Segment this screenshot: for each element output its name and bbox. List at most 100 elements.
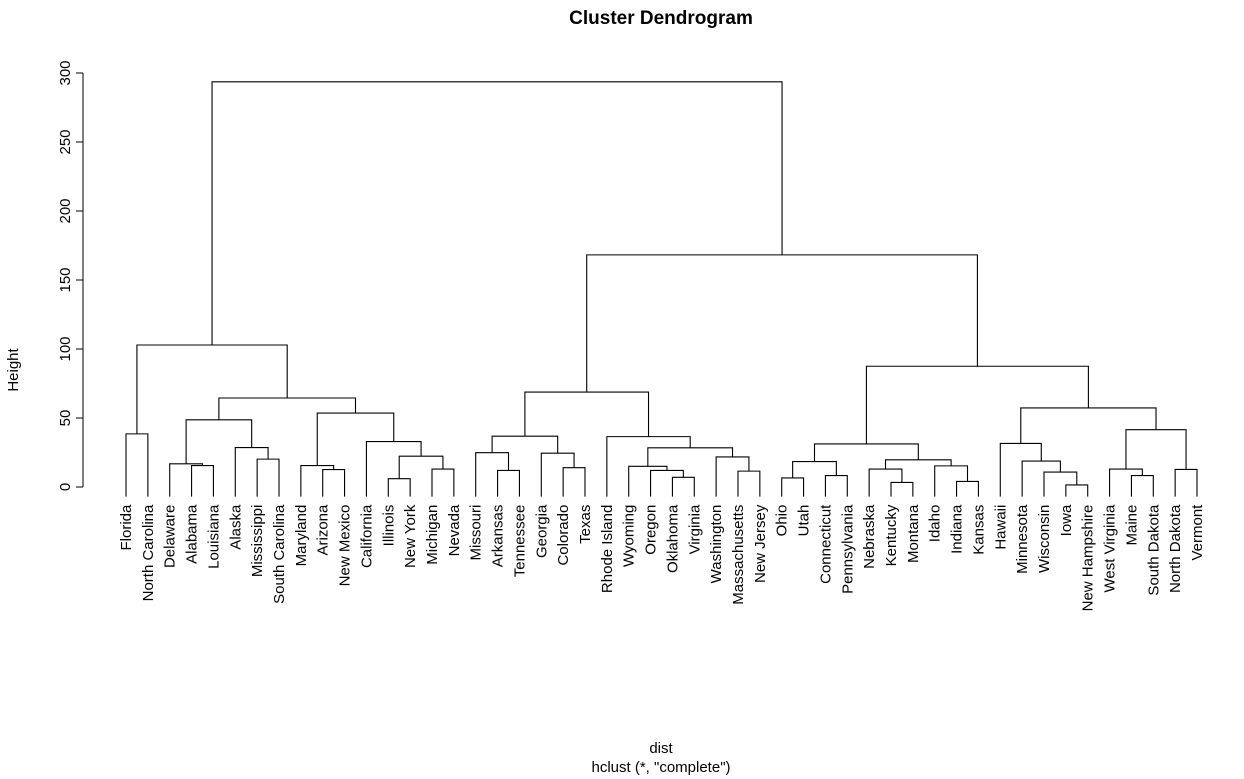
merge-link-21 [650, 469, 684, 497]
y-tick-label-300: 300 [57, 60, 74, 85]
merge-link-9 [431, 468, 455, 497]
leaf-label: Michigan [424, 505, 441, 565]
merge-link-45 [1020, 407, 1157, 444]
leaf-label: Idaho [927, 505, 944, 543]
merge-link-12 [316, 412, 395, 466]
merge-link-24 [715, 456, 750, 497]
y-tick-label-100: 100 [57, 336, 74, 361]
leaf-label: Montana [905, 504, 922, 563]
merge-link-4 [234, 446, 269, 497]
leaf-label: New Hampshire [1080, 505, 1097, 612]
leaf-label: Nevada [446, 504, 463, 556]
merge-link-5 [185, 419, 253, 464]
merge-link-18 [540, 452, 575, 497]
merge-link-33 [956, 480, 979, 497]
merge-link-16 [475, 452, 510, 497]
merge-link-28 [781, 477, 805, 497]
leaf-label: California [358, 504, 375, 568]
leaf-label: Georgia [533, 504, 550, 558]
y-tick-label-150: 150 [57, 267, 74, 292]
merge-link-2 [169, 463, 204, 497]
merge-link-15 [497, 469, 520, 497]
merge-link-40 [999, 442, 1042, 497]
leaf-label: New Jersey [752, 504, 769, 583]
merge-link-31 [890, 481, 914, 497]
leaf-label: Minnesota [1014, 504, 1031, 574]
merge-link-13 [218, 397, 357, 420]
merge-link-10 [398, 455, 444, 479]
leaf-label: Oregon [643, 505, 660, 555]
merge-link-17 [562, 467, 586, 497]
leaf-label: Massachusetts [730, 505, 747, 605]
y-tick-label-50: 50 [57, 410, 74, 427]
leaf-label: South Carolina [271, 504, 288, 604]
merge-link-27 [524, 391, 650, 437]
leaf-label: Colorado [555, 505, 572, 566]
merge-link-8 [387, 478, 411, 497]
y-axis: 0 50 100 150 200 250 300 [57, 60, 84, 491]
merge-link-48 [211, 81, 783, 345]
leaf-label: Louisiana [205, 504, 222, 569]
leaf-label: Kansas [970, 505, 987, 555]
leaf-label: Pennsylvania [839, 504, 856, 594]
dendrogram-links [125, 81, 1198, 497]
leaf-label: Maine [1123, 505, 1140, 546]
leaf-label: Nebraska [861, 504, 878, 569]
leaf-label: Ohio [774, 505, 791, 537]
merge-link-6 [322, 469, 346, 497]
y-tick-label-200: 200 [57, 198, 74, 223]
merge-link-35 [884, 459, 952, 470]
chart-title: Cluster Dendrogram [569, 8, 753, 29]
merge-link-20 [671, 476, 695, 497]
merge-link-3 [256, 458, 280, 497]
merge-link-43 [1174, 468, 1198, 497]
merge-link-39 [1021, 460, 1061, 497]
y-axis-label: Height [5, 347, 22, 391]
leaf-label: West Virginia [1102, 504, 1119, 592]
chart-subtitle: hclust (*, "complete") [591, 759, 730, 776]
leaf-label: Wisconsin [1036, 505, 1053, 573]
leaf-label: Virginia [686, 504, 703, 554]
leaf-label: Mississippi [249, 505, 266, 578]
merge-link-37 [1065, 484, 1089, 497]
y-tick-label-250: 250 [57, 129, 74, 154]
merge-link-14 [136, 344, 288, 434]
merge-link-19 [491, 435, 559, 454]
merge-link-46 [865, 365, 1089, 444]
merge-link-11 [365, 441, 422, 497]
leaf-label: Delaware [162, 505, 179, 568]
leaf-label: Oklahoma [664, 504, 681, 573]
leaf-label: Alabama [184, 504, 201, 564]
leaf-label: Vermont [1189, 504, 1206, 561]
leaf-label: Maryland [293, 505, 310, 567]
leaf-label: North Dakota [1167, 504, 1184, 593]
leaf-label: New Mexico [337, 505, 354, 587]
leaf-label: Wyoming [621, 505, 638, 567]
merge-link-29 [824, 474, 848, 497]
leaf-label: Utah [796, 505, 813, 537]
merge-link-47 [586, 254, 978, 393]
merge-link-38 [1043, 471, 1078, 497]
leaf-label: North Carolina [140, 504, 157, 601]
leaf-label: Rhode Island [599, 505, 616, 593]
leaf-labels: Florida North Carolina Delaware Alabama Loui… [118, 504, 1206, 612]
merge-link-1 [191, 465, 214, 497]
merge-link-41 [1130, 474, 1154, 497]
leaf-label: Indiana [949, 504, 966, 554]
leaf-label: Iowa [1058, 504, 1075, 536]
merge-link-23 [737, 470, 761, 497]
merge-link-42 [1109, 468, 1143, 497]
leaf-label: Illinois [380, 505, 397, 547]
leaf-label: Connecticut [817, 504, 834, 584]
merge-link-44 [1125, 429, 1187, 470]
leaf-label: Arizona [315, 504, 332, 556]
leaf-label: South Dakota [1145, 504, 1162, 596]
leaf-label: Alaska [227, 504, 244, 550]
leaf-label: New York [402, 504, 419, 568]
leaf-label: Kentucky [883, 504, 900, 566]
leaf-label: Texas [577, 505, 594, 544]
leaf-label: Missouri [468, 505, 485, 561]
y-tick-label-0: 0 [57, 483, 74, 491]
merge-link-36 [813, 443, 919, 462]
